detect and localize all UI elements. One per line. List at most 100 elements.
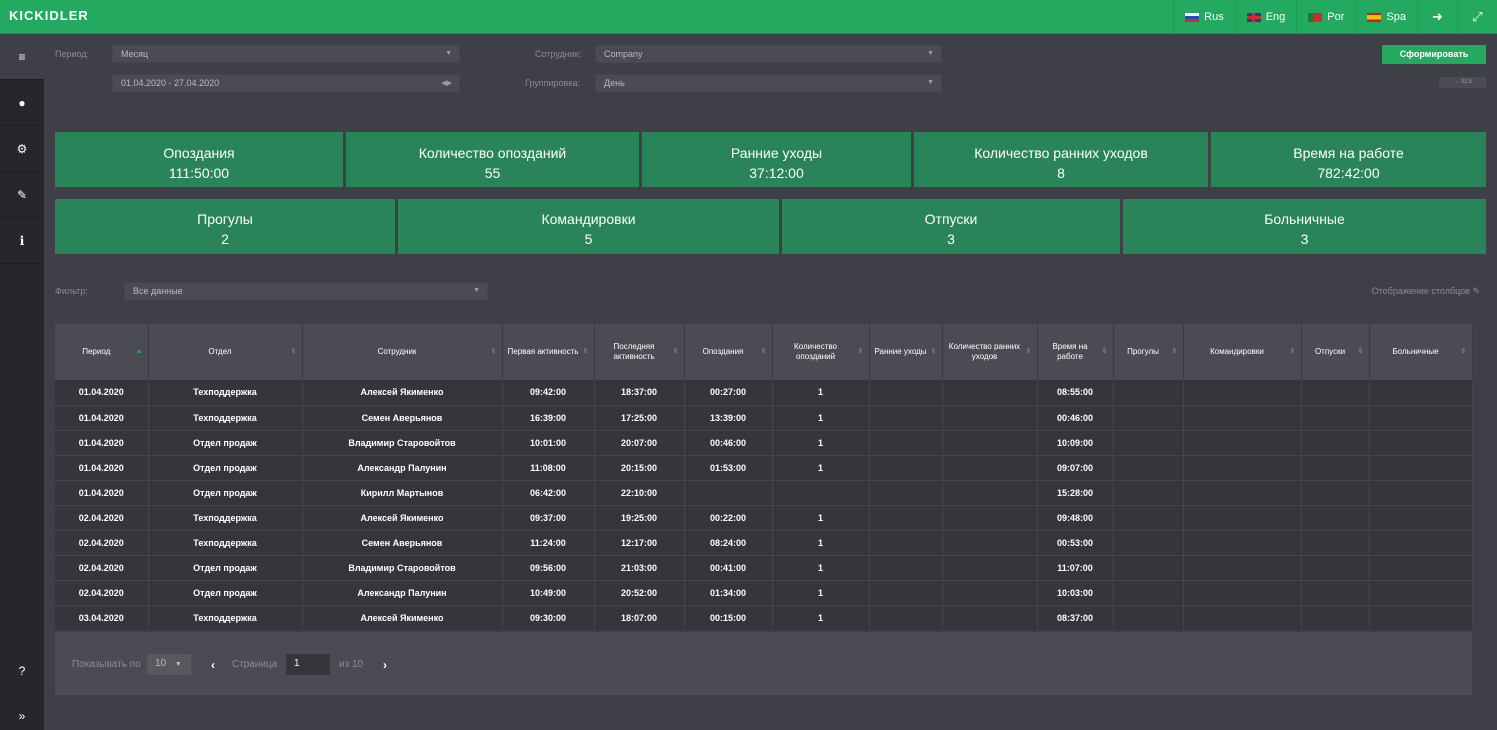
export-xls-button[interactable]: → XLS bbox=[1439, 77, 1486, 88]
table-row[interactable]: 02.04.2020 Отдел продаж Владимир Старовойт… bbox=[55, 554, 1473, 580]
table-cell: Владимир Старовойтов bbox=[302, 554, 503, 580]
columns-toggle[interactable]: Отображение столбцов ✎ bbox=[1372, 286, 1480, 297]
table-cell: 11:08:00 bbox=[502, 454, 595, 480]
table-row[interactable]: 01.04.2020 Техподдержка Семен Аверьянов 16:… bbox=[55, 404, 1473, 430]
sort-icon[interactable]: ⇕ bbox=[760, 348, 767, 355]
table-row[interactable]: 02.04.2020 Отдел продаж Александр Палунин 1… bbox=[55, 579, 1473, 605]
expand-icon[interactable]: » bbox=[18, 709, 26, 723]
sort-icon[interactable]: ⇕ bbox=[1171, 348, 1178, 355]
column-header[interactable]: Сотрудник ⇕ bbox=[302, 324, 503, 380]
column-header[interactable]: Количество ранних уходов ⇕ bbox=[942, 324, 1038, 380]
table-cell: 01.04.2020 bbox=[55, 454, 149, 480]
column-header[interactable]: Больничные ⇕ bbox=[1369, 324, 1473, 380]
sort-icon[interactable]: ⇕ bbox=[1101, 348, 1108, 355]
column-header[interactable]: Первая активность ⇕ bbox=[502, 324, 595, 380]
table-cell bbox=[1183, 529, 1302, 555]
table-cell bbox=[942, 604, 1038, 630]
prev-page-icon[interactable]: ‹ bbox=[211, 658, 215, 672]
lang-eng[interactable]: Eng bbox=[1234, 0, 1297, 34]
filter-select[interactable]: Все данные ▼ bbox=[124, 282, 488, 300]
arrows-icon[interactable]: ◀▶ bbox=[441, 80, 452, 87]
table-cell: 00:15:00 bbox=[684, 604, 773, 630]
column-header[interactable]: Отпуски ⇕ bbox=[1301, 324, 1370, 380]
column-header[interactable]: Прогулы ⇕ bbox=[1113, 324, 1184, 380]
table-row[interactable]: 02.04.2020 Техподдержка Семен Аверьянов 11:… bbox=[55, 529, 1473, 555]
stat-card-early-leaves: Ранние уходы 37:12:00 bbox=[642, 132, 911, 187]
sort-icon[interactable]: ⇕ bbox=[930, 348, 937, 355]
page-size-value: 10 bbox=[155, 658, 167, 669]
sort-icon[interactable]: ⇕ bbox=[490, 348, 497, 355]
table-cell: 1 bbox=[772, 579, 870, 605]
table-cell: 21:03:00 bbox=[594, 554, 685, 580]
column-header[interactable]: Время на работе ⇕ bbox=[1037, 324, 1114, 380]
of-label: из 10 bbox=[339, 659, 363, 670]
column-header[interactable]: Период ▲ bbox=[55, 324, 149, 380]
lang-spa[interactable]: Spa bbox=[1355, 0, 1417, 34]
sort-icon[interactable]: ⇕ bbox=[1357, 348, 1364, 355]
app-logo: KICKIDLER bbox=[9, 8, 89, 23]
table-cell: 09:07:00 bbox=[1037, 454, 1114, 480]
sort-icon[interactable]: ⇕ bbox=[1460, 348, 1467, 355]
menu-icon[interactable]: ≡ bbox=[0, 34, 44, 80]
sort-icon[interactable]: ⇕ bbox=[672, 348, 679, 355]
stat-card-business-trips: Командировки 5 bbox=[398, 199, 779, 254]
table-row[interactable]: 01.04.2020 Отдел продаж Кирилл Мартынов 06:… bbox=[55, 479, 1473, 505]
column-header[interactable]: Ранние уходы ⇕ bbox=[869, 324, 943, 380]
table-row[interactable]: 01.04.2020 Техподдержка Алексей Якименко 09… bbox=[55, 380, 1473, 405]
gears-icon[interactable]: ⚙ bbox=[0, 126, 44, 172]
sort-icon[interactable]: ⇕ bbox=[582, 348, 589, 355]
column-header[interactable]: Опоздания ⇕ bbox=[684, 324, 773, 380]
table-header-row: Период ▲ Отдел ⇕ Сотрудник ⇕ Первая активность… bbox=[55, 324, 1473, 380]
table-row[interactable]: 01.04.2020 Отдел продаж Александр Палунин 1… bbox=[55, 454, 1473, 480]
table-row[interactable]: 01.04.2020 Отдел продаж Владимир Старовойт… bbox=[55, 429, 1473, 455]
column-header[interactable]: Количество опозданий ⇕ bbox=[772, 324, 870, 380]
lang-label: Por bbox=[1327, 11, 1345, 23]
period-select[interactable]: Месяц ▼ bbox=[112, 45, 460, 63]
sort-icon[interactable]: ⇕ bbox=[1025, 348, 1032, 355]
sidebar: ≡ ● ⚙ ✎ i ? » bbox=[0, 34, 44, 730]
russia-flag-icon bbox=[1185, 12, 1200, 22]
wrench-icon[interactable]: ✎ bbox=[0, 172, 44, 218]
chevron-down-icon: ▼ bbox=[174, 661, 182, 668]
next-page-icon[interactable]: › bbox=[383, 658, 387, 672]
table-cell bbox=[1113, 604, 1184, 630]
sort-asc-icon[interactable]: ▲ bbox=[135, 348, 143, 355]
table-cell: 01.04.2020 bbox=[55, 404, 149, 430]
table-row[interactable]: 02.04.2020 Техподдержка Алексей Якименко 09… bbox=[55, 504, 1473, 530]
portugal-flag-icon bbox=[1308, 12, 1323, 22]
table-cell bbox=[1301, 454, 1370, 480]
sort-icon[interactable]: ⇕ bbox=[290, 348, 297, 355]
sort-icon[interactable]: ⇕ bbox=[857, 348, 864, 355]
employee-select[interactable]: Company ▼ bbox=[595, 45, 942, 63]
table-cell: 02.04.2020 bbox=[55, 504, 149, 530]
table-cell bbox=[1301, 479, 1370, 505]
table-cell: Отдел продаж bbox=[148, 454, 303, 480]
table-cell: 01:53:00 bbox=[684, 454, 773, 480]
page-size-select[interactable]: 10 ▼ bbox=[147, 654, 191, 675]
fullscreen-icon[interactable]: ⤢ bbox=[1457, 0, 1497, 34]
table-cell: 01.04.2020 bbox=[55, 429, 149, 455]
grouping-value: День bbox=[604, 78, 625, 88]
table-cell: Алексей Якименко bbox=[302, 504, 503, 530]
page-input[interactable]: 1 bbox=[286, 654, 330, 675]
date-range-picker[interactable]: 01.04.2020 - 27.04.2020 ◀▶ bbox=[112, 74, 460, 92]
logout-icon[interactable]: ➜ bbox=[1417, 0, 1457, 34]
table-cell: 00:22:00 bbox=[684, 504, 773, 530]
generate-button[interactable]: Сформировать bbox=[1382, 45, 1486, 64]
table-row[interactable]: 03.04.2020 Техподдержка Алексей Якименко 09… bbox=[55, 604, 1473, 630]
table-cell: Алексей Якименко bbox=[302, 380, 503, 405]
column-header[interactable]: Последняя активность ⇕ bbox=[594, 324, 685, 380]
column-header[interactable]: Отдел ⇕ bbox=[148, 324, 303, 380]
table-cell bbox=[1113, 380, 1184, 405]
help-icon[interactable]: ? bbox=[18, 664, 26, 678]
table-cell: 1 bbox=[772, 554, 870, 580]
user-icon[interactable]: ● bbox=[0, 80, 44, 126]
lang-rus[interactable]: Rus bbox=[1173, 0, 1235, 34]
grouping-select[interactable]: День ▼ bbox=[595, 74, 942, 92]
table-cell bbox=[1301, 604, 1370, 630]
info-icon[interactable]: i bbox=[0, 218, 44, 264]
stat-value: 55 bbox=[484, 165, 501, 181]
lang-por[interactable]: Por bbox=[1296, 0, 1355, 34]
sort-icon[interactable]: ⇕ bbox=[1289, 348, 1296, 355]
column-header[interactable]: Командировки ⇕ bbox=[1183, 324, 1302, 380]
